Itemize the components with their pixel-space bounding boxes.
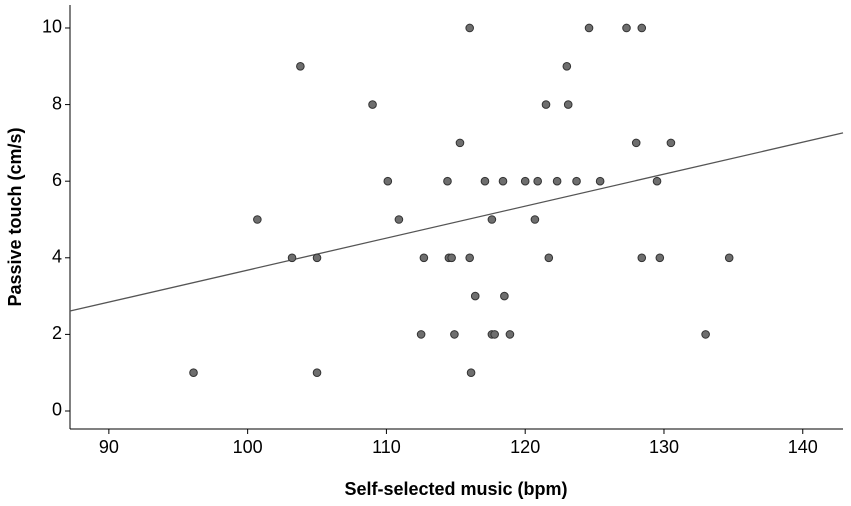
y-tick-label: 2 xyxy=(52,323,62,343)
scatter-point xyxy=(652,176,662,186)
scatter-point xyxy=(312,368,322,377)
scatter-point xyxy=(470,291,480,301)
scatter-point xyxy=(447,253,456,263)
x-axis-label: Self-selected music (bpm) xyxy=(344,479,567,499)
scatter-point xyxy=(189,368,198,377)
x-tick-label: 100 xyxy=(233,437,263,457)
x-tick-label: 90 xyxy=(99,437,119,457)
scatter-point xyxy=(655,253,665,263)
x-tick-label: 130 xyxy=(649,437,679,457)
y-tick-label: 6 xyxy=(52,170,62,190)
scatter-point xyxy=(465,23,474,33)
scatter-point xyxy=(552,176,562,186)
scatter-point xyxy=(465,253,474,263)
scatter-point xyxy=(505,330,515,339)
scatter-point xyxy=(572,176,581,186)
scatter-point xyxy=(498,176,508,186)
scatter-point xyxy=(394,215,404,224)
scatter-point xyxy=(563,100,573,109)
scatter-point xyxy=(584,23,594,33)
x-tick-label: 110 xyxy=(372,437,401,457)
y-tick-label: 4 xyxy=(52,247,62,267)
scatter-point xyxy=(312,253,322,263)
scatter-point xyxy=(419,253,429,263)
scatter-point xyxy=(541,100,551,109)
scatter-point xyxy=(701,330,710,339)
y-axis-label: Passive touch (cm/s) xyxy=(5,127,25,306)
y-tick-label: 10 xyxy=(42,17,62,37)
scatter-point xyxy=(595,176,605,186)
scatter-point xyxy=(383,176,393,186)
scatter-point xyxy=(520,176,530,186)
scatter-point xyxy=(480,176,490,186)
scatter-point xyxy=(562,61,572,71)
scatter-point xyxy=(631,138,641,148)
scatter-point xyxy=(443,176,452,186)
scatter-point xyxy=(490,330,499,339)
scatter-point xyxy=(530,215,540,224)
trend-line xyxy=(69,132,844,312)
scatter-point xyxy=(466,368,476,377)
scatter-point xyxy=(622,23,631,33)
y-tick-label: 8 xyxy=(52,93,62,113)
scatter-point xyxy=(455,138,465,148)
scatter-point xyxy=(544,253,554,263)
scatter-point xyxy=(487,215,497,224)
scatter-point xyxy=(450,330,459,339)
y-tick-label: 0 xyxy=(52,400,62,420)
scatter-point xyxy=(416,330,426,339)
scatter-point xyxy=(637,253,647,263)
scatter-point xyxy=(287,253,297,263)
x-tick-label: 140 xyxy=(788,437,818,457)
x-tick-label: 120 xyxy=(510,437,540,457)
scatter-point xyxy=(637,23,647,33)
scatter-point xyxy=(500,291,509,301)
scatter-point xyxy=(368,100,377,109)
scatter-point xyxy=(724,253,734,263)
scatter-point xyxy=(253,215,262,224)
scatter-point xyxy=(666,138,676,148)
scatter-point xyxy=(533,176,542,186)
scatter-point xyxy=(296,61,305,71)
